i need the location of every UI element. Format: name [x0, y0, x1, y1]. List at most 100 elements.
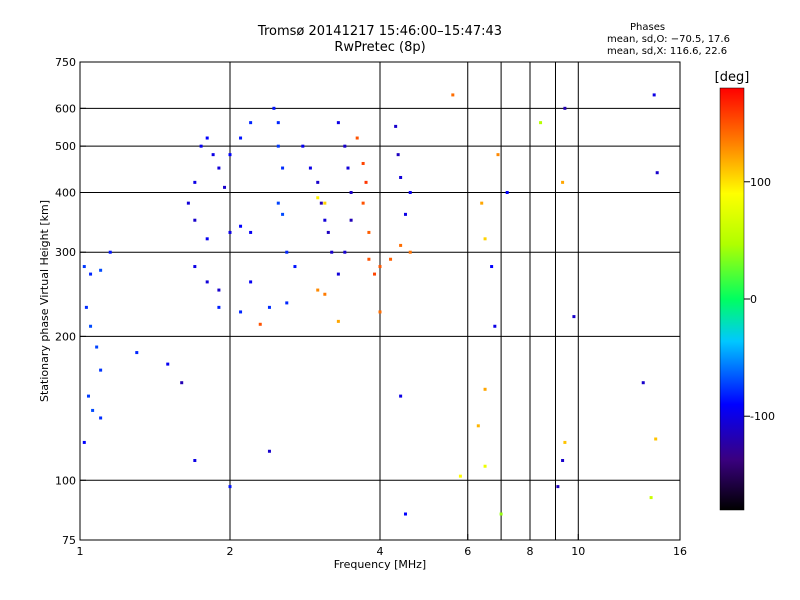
y-tick-label: 100 [55, 474, 76, 487]
data-point [99, 416, 103, 420]
data-point [228, 153, 232, 157]
colorbar-ticks: 100 0 -100 [744, 176, 775, 423]
data-point [193, 180, 197, 184]
data-point [654, 437, 658, 441]
data-point [323, 218, 327, 222]
data-point [293, 265, 297, 269]
data-point [276, 201, 280, 205]
data-point [99, 368, 103, 372]
data-point [483, 464, 487, 468]
data-point [205, 237, 209, 241]
colorbar-tick-label: -100 [750, 410, 775, 423]
chart-subtitle: RwPretec (8p) [334, 40, 426, 55]
data-point [458, 474, 462, 478]
data-point [186, 201, 190, 205]
data-point [99, 268, 103, 272]
data-point [249, 280, 253, 284]
data-point [483, 387, 487, 391]
data-point [563, 106, 567, 110]
data-point [399, 243, 403, 247]
data-point [408, 250, 412, 254]
data-point [180, 381, 184, 385]
data-point [326, 230, 330, 234]
data-point [211, 153, 215, 157]
y-tick-label: 300 [55, 246, 76, 259]
data-point [239, 136, 243, 140]
data-point [556, 485, 560, 489]
phases-heading: Phases [630, 22, 666, 33]
data-point [399, 394, 403, 398]
data-point [336, 121, 340, 125]
data-point [561, 180, 565, 184]
data-point [561, 458, 565, 462]
data-point [493, 324, 497, 328]
y-axis-label: Stationary phase Virtual Height [km] [38, 200, 51, 402]
data-point [343, 144, 347, 148]
data-point [108, 250, 112, 254]
y-tick-label: 400 [55, 186, 76, 199]
data-point [361, 161, 365, 165]
data-point [316, 180, 320, 184]
data-point [228, 485, 232, 489]
data-point [193, 265, 197, 269]
colorbar-label: [deg] [715, 70, 750, 85]
x-tick-label: 10 [571, 545, 585, 558]
data-point [239, 310, 243, 314]
data-point [367, 257, 371, 261]
data-point [346, 166, 350, 170]
data-point [301, 144, 305, 148]
data-point [323, 292, 327, 296]
data-point [82, 265, 86, 269]
data-point [480, 201, 484, 205]
x-tick-label: 16 [673, 545, 687, 558]
data-point [223, 185, 227, 189]
data-point [563, 440, 567, 444]
data-point [483, 237, 487, 241]
colorbar-tick-label: 100 [750, 176, 771, 189]
data-point [323, 201, 327, 205]
chart-title: Tromsø 20141217 15:46:00–15:47:43 [257, 24, 503, 39]
data-point [193, 458, 197, 462]
data-point [373, 272, 377, 276]
data-point [205, 280, 209, 284]
data-point [267, 305, 271, 309]
data-point [89, 324, 93, 328]
data-point [249, 230, 253, 234]
data-point [166, 362, 170, 366]
data-point [193, 218, 197, 222]
data-point [217, 166, 221, 170]
data-point [239, 224, 243, 228]
data-point [403, 212, 407, 216]
data-point [361, 201, 365, 205]
data-point [367, 230, 371, 234]
data-point [343, 250, 347, 254]
data-point [91, 408, 95, 412]
x-tick-label: 2 [227, 545, 234, 558]
x-tick-label: 8 [527, 545, 534, 558]
data-point [396, 153, 400, 157]
data-point [399, 175, 403, 179]
phases-o-stats: mean, sd,O: −70.5, 17.6 [607, 34, 730, 45]
data-point [655, 171, 659, 175]
data-point [249, 121, 253, 125]
data-point [641, 381, 645, 385]
y-tick-label: 500 [55, 140, 76, 153]
data-point [539, 121, 543, 125]
y-tick-label: 200 [55, 330, 76, 343]
data-point [199, 144, 203, 148]
data-point [316, 288, 320, 292]
axis-ticks: 1 2 4 6 8 10 16 75 100 200 300 400 500 600 750 [55, 56, 687, 558]
data-point [652, 93, 656, 97]
data-point [319, 201, 323, 205]
data-point [572, 315, 576, 319]
data-point [496, 153, 500, 157]
data-point [349, 190, 353, 194]
y-tick-label: 600 [55, 102, 76, 115]
x-tick-label: 4 [377, 545, 384, 558]
data-point [378, 310, 382, 314]
data-point [378, 265, 382, 269]
data-points [82, 93, 659, 516]
colorbar-tick-label: 0 [750, 293, 757, 306]
data-point [336, 319, 340, 323]
